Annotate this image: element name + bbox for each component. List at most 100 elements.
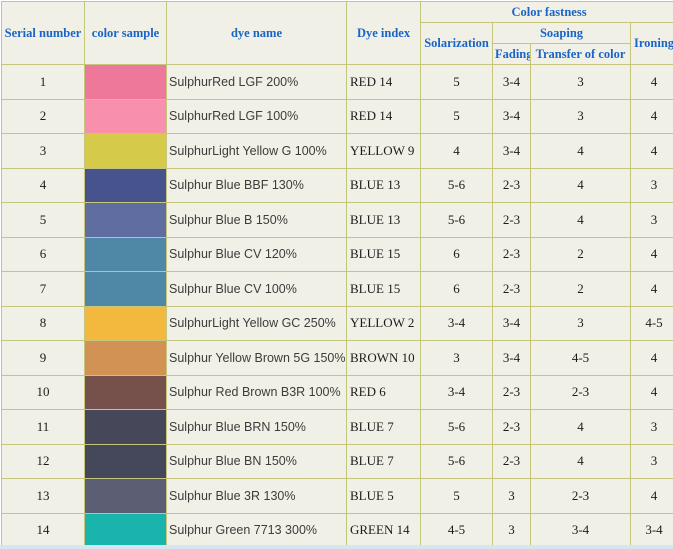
ironing-cell: 3	[630, 202, 673, 238]
dye-name-cell: Sulphur Blue B 150%	[166, 202, 347, 238]
dye-name-cell: Sulphur Yellow Brown 5G 150%	[166, 340, 347, 376]
serial-cell: 12	[1, 443, 85, 479]
dye-name-cell: SulphurRed LGF 200%	[166, 64, 347, 100]
serial-cell: 10	[1, 374, 85, 410]
dye-name-cell: Sulphur Blue CV 100%	[166, 271, 347, 307]
ironing-cell: 4	[630, 98, 673, 134]
header-soaping: Soaping	[492, 22, 631, 44]
fading-cell: 3-4	[492, 305, 531, 341]
color-swatch	[84, 98, 167, 134]
fading-cell: 3-4	[492, 133, 531, 169]
fading-cell: 3-4	[492, 64, 531, 100]
ironing-cell: 4	[630, 271, 673, 307]
header-color-fastness: Color fastness	[420, 1, 673, 23]
header-serial-number: Serial number	[1, 1, 85, 65]
table-row: 9 Sulphur Yellow Brown 5G 150% BROWN 10 …	[1, 340, 673, 376]
color-swatch	[84, 374, 167, 410]
transfer-cell: 2-3	[530, 478, 631, 514]
dye-index-cell: BLUE 13	[346, 202, 421, 238]
solarization-cell: 3-4	[420, 305, 493, 341]
ironing-cell: 4	[630, 374, 673, 410]
serial-cell: 11	[1, 409, 85, 445]
solarization-cell: 3-4	[420, 374, 493, 410]
ironing-cell: 3	[630, 409, 673, 445]
serial-cell: 3	[1, 133, 85, 169]
dye-index-cell: BLUE 7	[346, 409, 421, 445]
table-row: 11 Sulphur Blue BRN 150% BLUE 7 5-6 2-3 …	[1, 409, 673, 445]
table-row: 3 SulphurLight Yellow G 100% YELLOW 9 4 …	[1, 133, 673, 169]
ironing-cell: 4	[630, 236, 673, 272]
fading-cell: 2-3	[492, 374, 531, 410]
color-swatch	[84, 443, 167, 479]
dye-name-cell: Sulphur Blue CV 120%	[166, 236, 347, 272]
header-ironing: Ironing	[630, 22, 673, 65]
ironing-cell: 3	[630, 443, 673, 479]
solarization-cell: 5-6	[420, 202, 493, 238]
table-row: 8 SulphurLight Yellow GC 250% YELLOW 2 3…	[1, 305, 673, 341]
color-swatch	[84, 305, 167, 341]
dye-index-cell: BLUE 13	[346, 167, 421, 203]
fading-cell: 2-3	[492, 443, 531, 479]
serial-cell: 2	[1, 98, 85, 134]
table-row: 5 Sulphur Blue B 150% BLUE 13 5-6 2-3 4 …	[1, 202, 673, 238]
solarization-cell: 5-6	[420, 443, 493, 479]
transfer-cell: 2	[530, 271, 631, 307]
solarization-cell: 4	[420, 133, 493, 169]
color-swatch	[84, 236, 167, 272]
solarization-cell: 3	[420, 340, 493, 376]
solarization-cell: 6	[420, 236, 493, 272]
dye-index-cell: YELLOW 9	[346, 133, 421, 169]
table-row: 6 Sulphur Blue CV 120% BLUE 15 6 2-3 2 4	[1, 236, 673, 272]
color-swatch	[84, 202, 167, 238]
dye-name-cell: Sulphur Blue 3R 130%	[166, 478, 347, 514]
serial-cell: 9	[1, 340, 85, 376]
dye-index-cell: RED 14	[346, 98, 421, 134]
dye-index-cell: BLUE 15	[346, 271, 421, 307]
dye-index-cell: BROWN 10	[346, 340, 421, 376]
dye-name-cell: SulphurLight Yellow GC 250%	[166, 305, 347, 341]
solarization-cell: 5-6	[420, 167, 493, 203]
fading-cell: 3-4	[492, 340, 531, 376]
dye-name-cell: Sulphur Blue BN 150%	[166, 443, 347, 479]
serial-cell: 13	[1, 478, 85, 514]
serial-cell: 7	[1, 271, 85, 307]
color-swatch	[84, 409, 167, 445]
transfer-cell: 3	[530, 305, 631, 341]
ironing-cell: 4	[630, 478, 673, 514]
header-row-1: Serial number color sample dye name Dye …	[1, 1, 673, 65]
dye-name-cell: Sulphur Blue BBF 130%	[166, 167, 347, 203]
color-swatch	[84, 64, 167, 100]
dye-name-cell: Sulphur Green 7713 300%	[166, 512, 347, 548]
dye-name-cell: Sulphur Red Brown B3R 100%	[166, 374, 347, 410]
color-swatch	[84, 133, 167, 169]
serial-cell: 4	[1, 167, 85, 203]
solarization-cell: 5	[420, 98, 493, 134]
fading-cell: 3-4	[492, 98, 531, 134]
solarization-cell: 5-6	[420, 409, 493, 445]
fading-cell: 2-3	[492, 409, 531, 445]
header-row-2: Solarization Soaping Ironing	[2, 22, 673, 65]
fading-cell: 3	[492, 512, 531, 548]
fading-cell: 3	[492, 478, 531, 514]
dye-index-cell: BLUE 15	[346, 236, 421, 272]
serial-cell: 14	[1, 512, 85, 548]
fading-cell: 2-3	[492, 271, 531, 307]
transfer-cell: 4	[530, 167, 631, 203]
serial-cell: 6	[1, 236, 85, 272]
dye-name-cell: SulphurLight Yellow G 100%	[166, 133, 347, 169]
table-row: 4 Sulphur Blue BBF 130% BLUE 13 5-6 2-3 …	[1, 167, 673, 203]
color-swatch	[84, 167, 167, 203]
table-row: 14 Sulphur Green 7713 300% GREEN 14 4-5 …	[1, 512, 673, 548]
table-row: 10 Sulphur Red Brown B3R 100% RED 6 3-4 …	[1, 374, 673, 410]
transfer-cell: 2	[530, 236, 631, 272]
header-dye-name: dye name	[166, 1, 347, 65]
transfer-cell: 4	[530, 409, 631, 445]
table-row: 12 Sulphur Blue BN 150% BLUE 7 5-6 2-3 4…	[1, 443, 673, 479]
transfer-cell: 3-4	[530, 512, 631, 548]
ironing-cell: 4	[630, 340, 673, 376]
dye-name-cell: Sulphur Blue BRN 150%	[166, 409, 347, 445]
table-row: 13 Sulphur Blue 3R 130% BLUE 5 5 3 2-3 4	[1, 478, 673, 514]
ironing-cell: 4	[630, 133, 673, 169]
